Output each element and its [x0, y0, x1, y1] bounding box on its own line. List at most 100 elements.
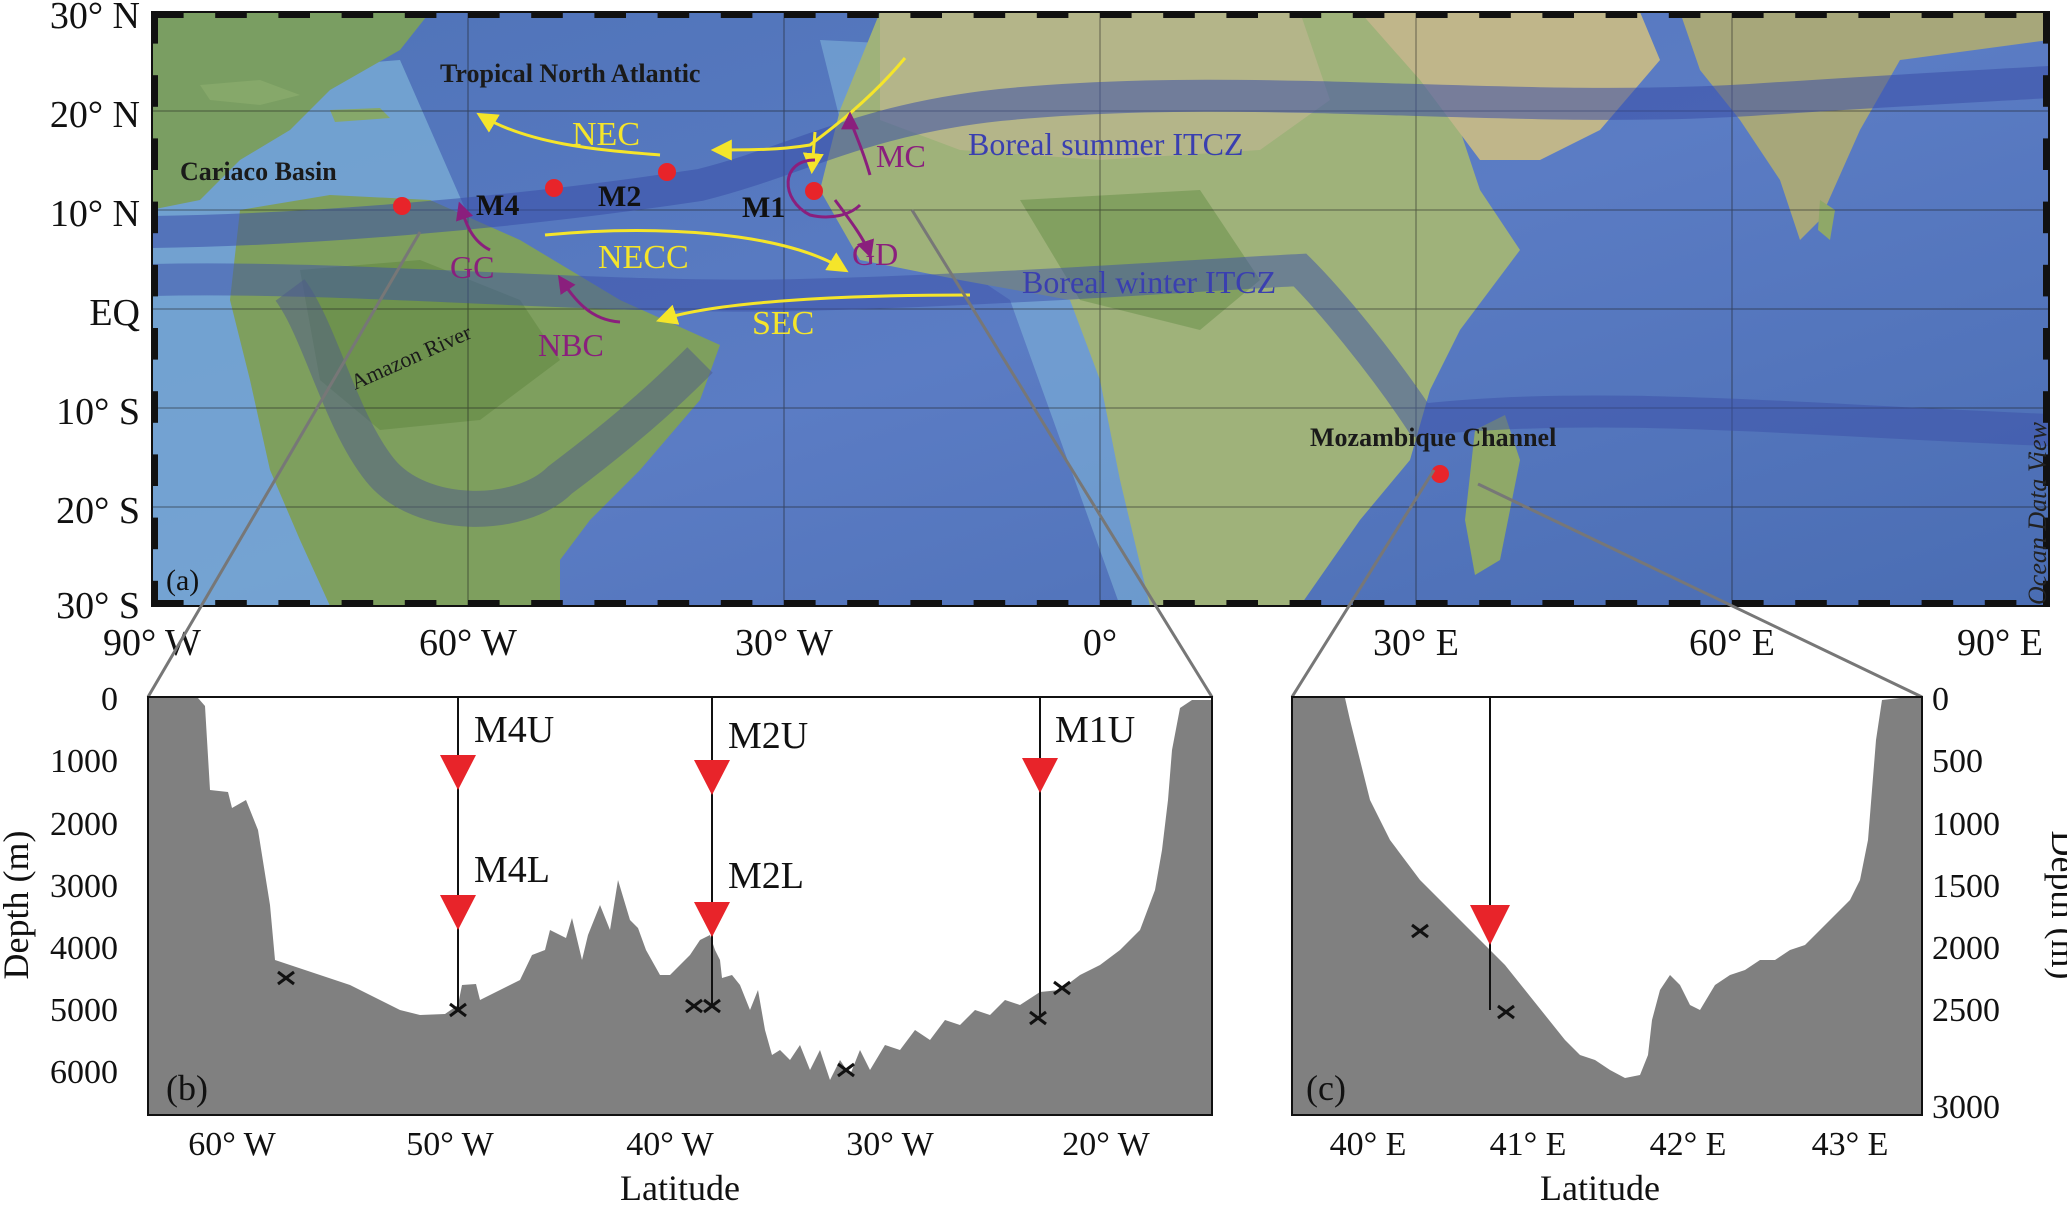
frame-segment [404, 600, 437, 606]
frame-segment [341, 12, 374, 18]
cariaco-site-marker [393, 197, 411, 215]
frame-segment [468, 12, 500, 18]
frame-segment [1163, 12, 1195, 18]
mooring-m2-label: M2 [598, 180, 641, 213]
nec-arrow [476, 112, 661, 157]
panel-b-y-axis-title: Depth (m) [0, 831, 36, 980]
lon-tick-label: 60° E [1689, 622, 1775, 664]
y-tick-label: 0 [1932, 681, 1949, 718]
necc-arrow [544, 229, 849, 273]
yellow-currents [476, 57, 971, 325]
frame-segment [720, 600, 753, 606]
frame-segment [2043, 517, 2049, 550]
frame-segment [657, 600, 690, 606]
lat-tick-label: 20° N [50, 94, 140, 136]
frame-segment [152, 328, 158, 360]
frame-segment [1668, 600, 1701, 606]
current-nec-label: NEC [572, 116, 640, 153]
m2-site-marker [658, 163, 676, 181]
current-gc-label: GC [450, 249, 494, 285]
frame-segment [278, 12, 310, 18]
frame-segment [2043, 454, 2049, 486]
frame-segment [973, 600, 1006, 606]
trap-label: M2U [728, 715, 808, 757]
frame-segment [2043, 201, 2049, 234]
frame-segment [2043, 75, 2049, 107]
frame-segment [152, 138, 158, 170]
panel-c-y-axis-title: Depth (m) [2044, 831, 2067, 980]
current-gd-label: GD [852, 236, 898, 272]
land-cuba [200, 80, 300, 105]
connector-lines [146, 209, 1923, 699]
frame-segment [1605, 600, 1638, 606]
x-marker [1053, 980, 1071, 996]
panel-c-bathymetry [1292, 698, 1922, 1115]
lon-tick-label: 30° E [1373, 622, 1459, 664]
frame-segment [1795, 600, 1827, 606]
lon-tick-label: 90° E [1957, 622, 2043, 664]
panel-b-sample-markers [277, 970, 1071, 1078]
nbc-arrow [557, 275, 621, 324]
itcz-winter-label: Boreal winter ITCZ [1022, 264, 1276, 300]
frame-segment [1732, 600, 1764, 606]
map-lat-axis: 30° N 20° N 10° N EQ 10° S 20° S 30° S [50, 0, 140, 627]
frame-segment [2043, 264, 2049, 297]
frame-segment [1795, 12, 1827, 18]
frame-segment [784, 600, 816, 606]
frame-segment [1542, 12, 1574, 18]
panel-b-x-axis-title: Latitude [620, 1168, 740, 1208]
frame-segment [468, 600, 500, 606]
m4l-trap-marker [440, 895, 476, 930]
frame-segment [152, 391, 158, 423]
panel-b-traps [440, 755, 1058, 937]
panel-b-label: (b) [166, 1068, 208, 1108]
frame-segment [910, 12, 942, 18]
panel-b-x-axis: 60° W 50° W 40° W 30° W 20° W [188, 1126, 1150, 1163]
panel-c-y-axis: 0 500 1000 1500 2000 2500 3000 [1932, 681, 2000, 1126]
frame-segment [1289, 12, 1322, 18]
region-cariaco-label: Cariaco Basin [180, 157, 337, 186]
lat-tick-label: 10° S [56, 391, 140, 433]
current-nbc-label: NBC [538, 327, 604, 363]
frame-segment [594, 600, 626, 606]
panel-c-label: (c) [1306, 1068, 1346, 1108]
m4-site-marker [545, 179, 563, 197]
frame-segment [278, 600, 310, 606]
x-marker [837, 1062, 855, 1078]
x-marker [1497, 1004, 1515, 1020]
panel-b-mooring-lines [457, 697, 1041, 1015]
frame-segment [784, 12, 816, 18]
itcz-summer-label: Boreal summer ITCZ [968, 126, 1243, 162]
panel-c: (c) 0 500 1000 1500 2000 2500 3000 Depth… [1291, 681, 2067, 1208]
frame-segment [1036, 12, 1069, 18]
x-marker [703, 998, 721, 1014]
panel-b-frame [147, 696, 1213, 1116]
frame-segment [1289, 600, 1322, 606]
frame-segment [1416, 600, 1448, 606]
frame-segment [2043, 580, 2049, 606]
frame-segment [152, 12, 184, 18]
current-necc-label: NECC [598, 239, 689, 276]
frame-segment [847, 12, 879, 18]
frame-segment [1921, 12, 1954, 18]
map-lon-axis: 90° W 60° W 30° W 0° 30° E 60° E 90° E [103, 622, 2043, 664]
y-tick-label: 2000 [50, 806, 118, 843]
nec-east-arrow [710, 57, 907, 161]
frame-segment [1100, 12, 1132, 18]
x-marker [1411, 923, 1429, 939]
y-tick-label: 500 [1932, 743, 1983, 780]
region-mozambique-label: Mozambique Channel [1310, 423, 1556, 452]
frame-segment [657, 12, 690, 18]
y-tick-label: 5000 [50, 992, 118, 1029]
x-marker [277, 970, 295, 986]
frame-segment [152, 600, 184, 606]
gd-arrow [833, 199, 874, 259]
purple-currents [456, 111, 874, 324]
current-sec-label: SEC [752, 305, 814, 342]
trap-label: M1U [1055, 709, 1135, 751]
frame-segment [1352, 12, 1385, 18]
frame-segment [2043, 138, 2049, 170]
frame-segment [215, 12, 247, 18]
x-tick-label: 41° E [1490, 1126, 1567, 1163]
